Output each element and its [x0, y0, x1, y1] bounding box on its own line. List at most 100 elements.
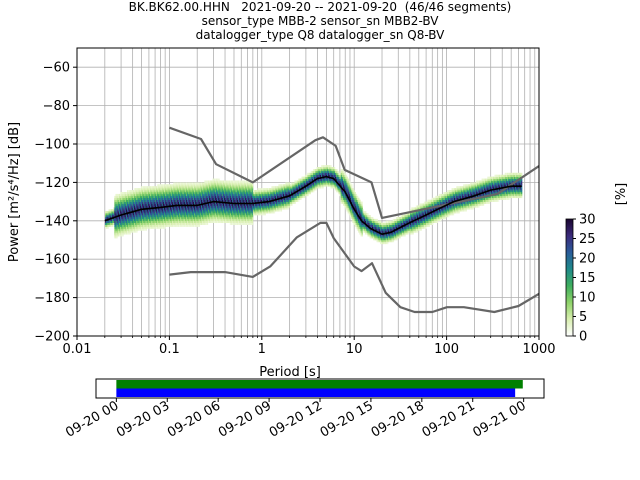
- heatmap-cell: [398, 228, 400, 231]
- heatmap-cell: [303, 195, 306, 199]
- heatmap-cell: [230, 186, 233, 189]
- heatmap-cell: [276, 207, 278, 210]
- heatmap-cell: [242, 203, 244, 206]
- heatmap-cell: [187, 197, 189, 200]
- heatmap-cell: [332, 184, 335, 187]
- heatmap-cell: [178, 195, 181, 199]
- heatmap-cell: [244, 222, 247, 225]
- heatmap-cell: [146, 197, 149, 200]
- heatmap-cell: [367, 232, 369, 235]
- heatmap-cell: [325, 165, 328, 168]
- heatmap-cell: [416, 211, 419, 214]
- heatmap-cell: [194, 199, 196, 202]
- heatmap-cell: [346, 192, 348, 195]
- heatmap-cell: [431, 215, 434, 218]
- heatmap-cell: [437, 201, 440, 204]
- heatmap-cell: [385, 228, 388, 231]
- heatmap-cell: [391, 236, 393, 239]
- heatmap-cell: [269, 203, 271, 206]
- heatmap-cell: [232, 186, 234, 189]
- heatmap-cell: [173, 190, 175, 193]
- heatmap-cell: [267, 209, 270, 212]
- heatmap-cell: [338, 190, 340, 193]
- heatmap-cell: [401, 222, 404, 225]
- heatmap-cell: [148, 197, 151, 200]
- heatmap-cell: [160, 192, 162, 195]
- heatmap-cell: [370, 222, 373, 225]
- heatmap-cell: [254, 195, 256, 199]
- heatmap-cell: [170, 220, 173, 224]
- heatmap-cell: [145, 190, 147, 193]
- heatmap-cell: [273, 203, 276, 206]
- heatmap-cell: [309, 188, 311, 191]
- heatmap-cell: [195, 186, 197, 189]
- heatmap-cell: [139, 224, 142, 227]
- heatmap-cell: [175, 182, 177, 185]
- heatmap-cell: [155, 201, 158, 204]
- heatmap-cell: [204, 195, 206, 199]
- heatmap-cell: [368, 224, 370, 227]
- heatmap-cell: [169, 197, 172, 200]
- heatmap-cell: [220, 190, 223, 193]
- heatmap-cell: [307, 180, 309, 183]
- heatmap-cell: [230, 209, 233, 212]
- heatmap-cell: [355, 226, 358, 229]
- heatmap-cell: [205, 203, 208, 206]
- heatmap-cell: [218, 209, 220, 212]
- heatmap-cell: [416, 224, 419, 227]
- heatmap-cell: [264, 188, 266, 191]
- heatmap-cell: [303, 184, 306, 187]
- heatmap-cell: [230, 199, 233, 202]
- heatmap-cell: [125, 192, 128, 195]
- heatmap-cell: [226, 213, 228, 216]
- heatmap-cell: [381, 228, 383, 231]
- heatmap-cell: [218, 199, 220, 202]
- heatmap-cell: [358, 224, 360, 227]
- heatmap-cell: [302, 195, 305, 199]
- heatmap-cell: [369, 216, 372, 220]
- heatmap-cell: [192, 197, 195, 200]
- heatmap-cell: [215, 199, 218, 202]
- heatmap-cell: [198, 205, 201, 208]
- heatmap-cell: [347, 201, 350, 204]
- heatmap-cell: [145, 192, 147, 195]
- heatmap-cell: [150, 226, 152, 229]
- heatmap-cell: [122, 234, 124, 237]
- heatmap-cell: [377, 234, 380, 237]
- heatmap-cell: [157, 209, 159, 212]
- heatmap-cell: [218, 188, 220, 191]
- heatmap-cell: [143, 209, 145, 212]
- heatmap-cell: [160, 203, 162, 206]
- heatmap-cell: [333, 184, 336, 187]
- heatmap-cell: [367, 228, 369, 231]
- heatmap-cell: [162, 195, 165, 199]
- heatmap-cell: [356, 224, 359, 227]
- heatmap-cell: [264, 213, 266, 216]
- heatmap-cell: [289, 190, 292, 193]
- heatmap-cell: [360, 222, 362, 225]
- heatmap-cell: [264, 211, 266, 214]
- heatmap-cell: [192, 207, 195, 210]
- heatmap-cell: [170, 186, 173, 189]
- heatmap-cell: [185, 215, 188, 218]
- heatmap-cell: [173, 184, 175, 187]
- heatmap-cell: [232, 188, 234, 191]
- heatmap-cell: [162, 222, 165, 225]
- heatmap-cell: [240, 192, 242, 195]
- heatmap-cell: [215, 203, 218, 206]
- heatmap-cell: [430, 220, 433, 224]
- heatmap-cell: [212, 203, 214, 206]
- heatmap-cell: [386, 222, 389, 225]
- heatmap-cell: [376, 220, 378, 224]
- heatmap-cell: [445, 213, 448, 216]
- heatmap-cell: [401, 232, 404, 235]
- heatmap-cell: [188, 182, 190, 185]
- heatmap-cell: [165, 195, 167, 199]
- heatmap-cell: [182, 197, 184, 200]
- heatmap-cell: [127, 218, 129, 222]
- heatmap-cell: [137, 216, 139, 220]
- heatmap-cell: [150, 209, 152, 212]
- heatmap-cell: [276, 199, 278, 202]
- heatmap-cell: [174, 197, 176, 200]
- heatmap-cell: [121, 215, 123, 218]
